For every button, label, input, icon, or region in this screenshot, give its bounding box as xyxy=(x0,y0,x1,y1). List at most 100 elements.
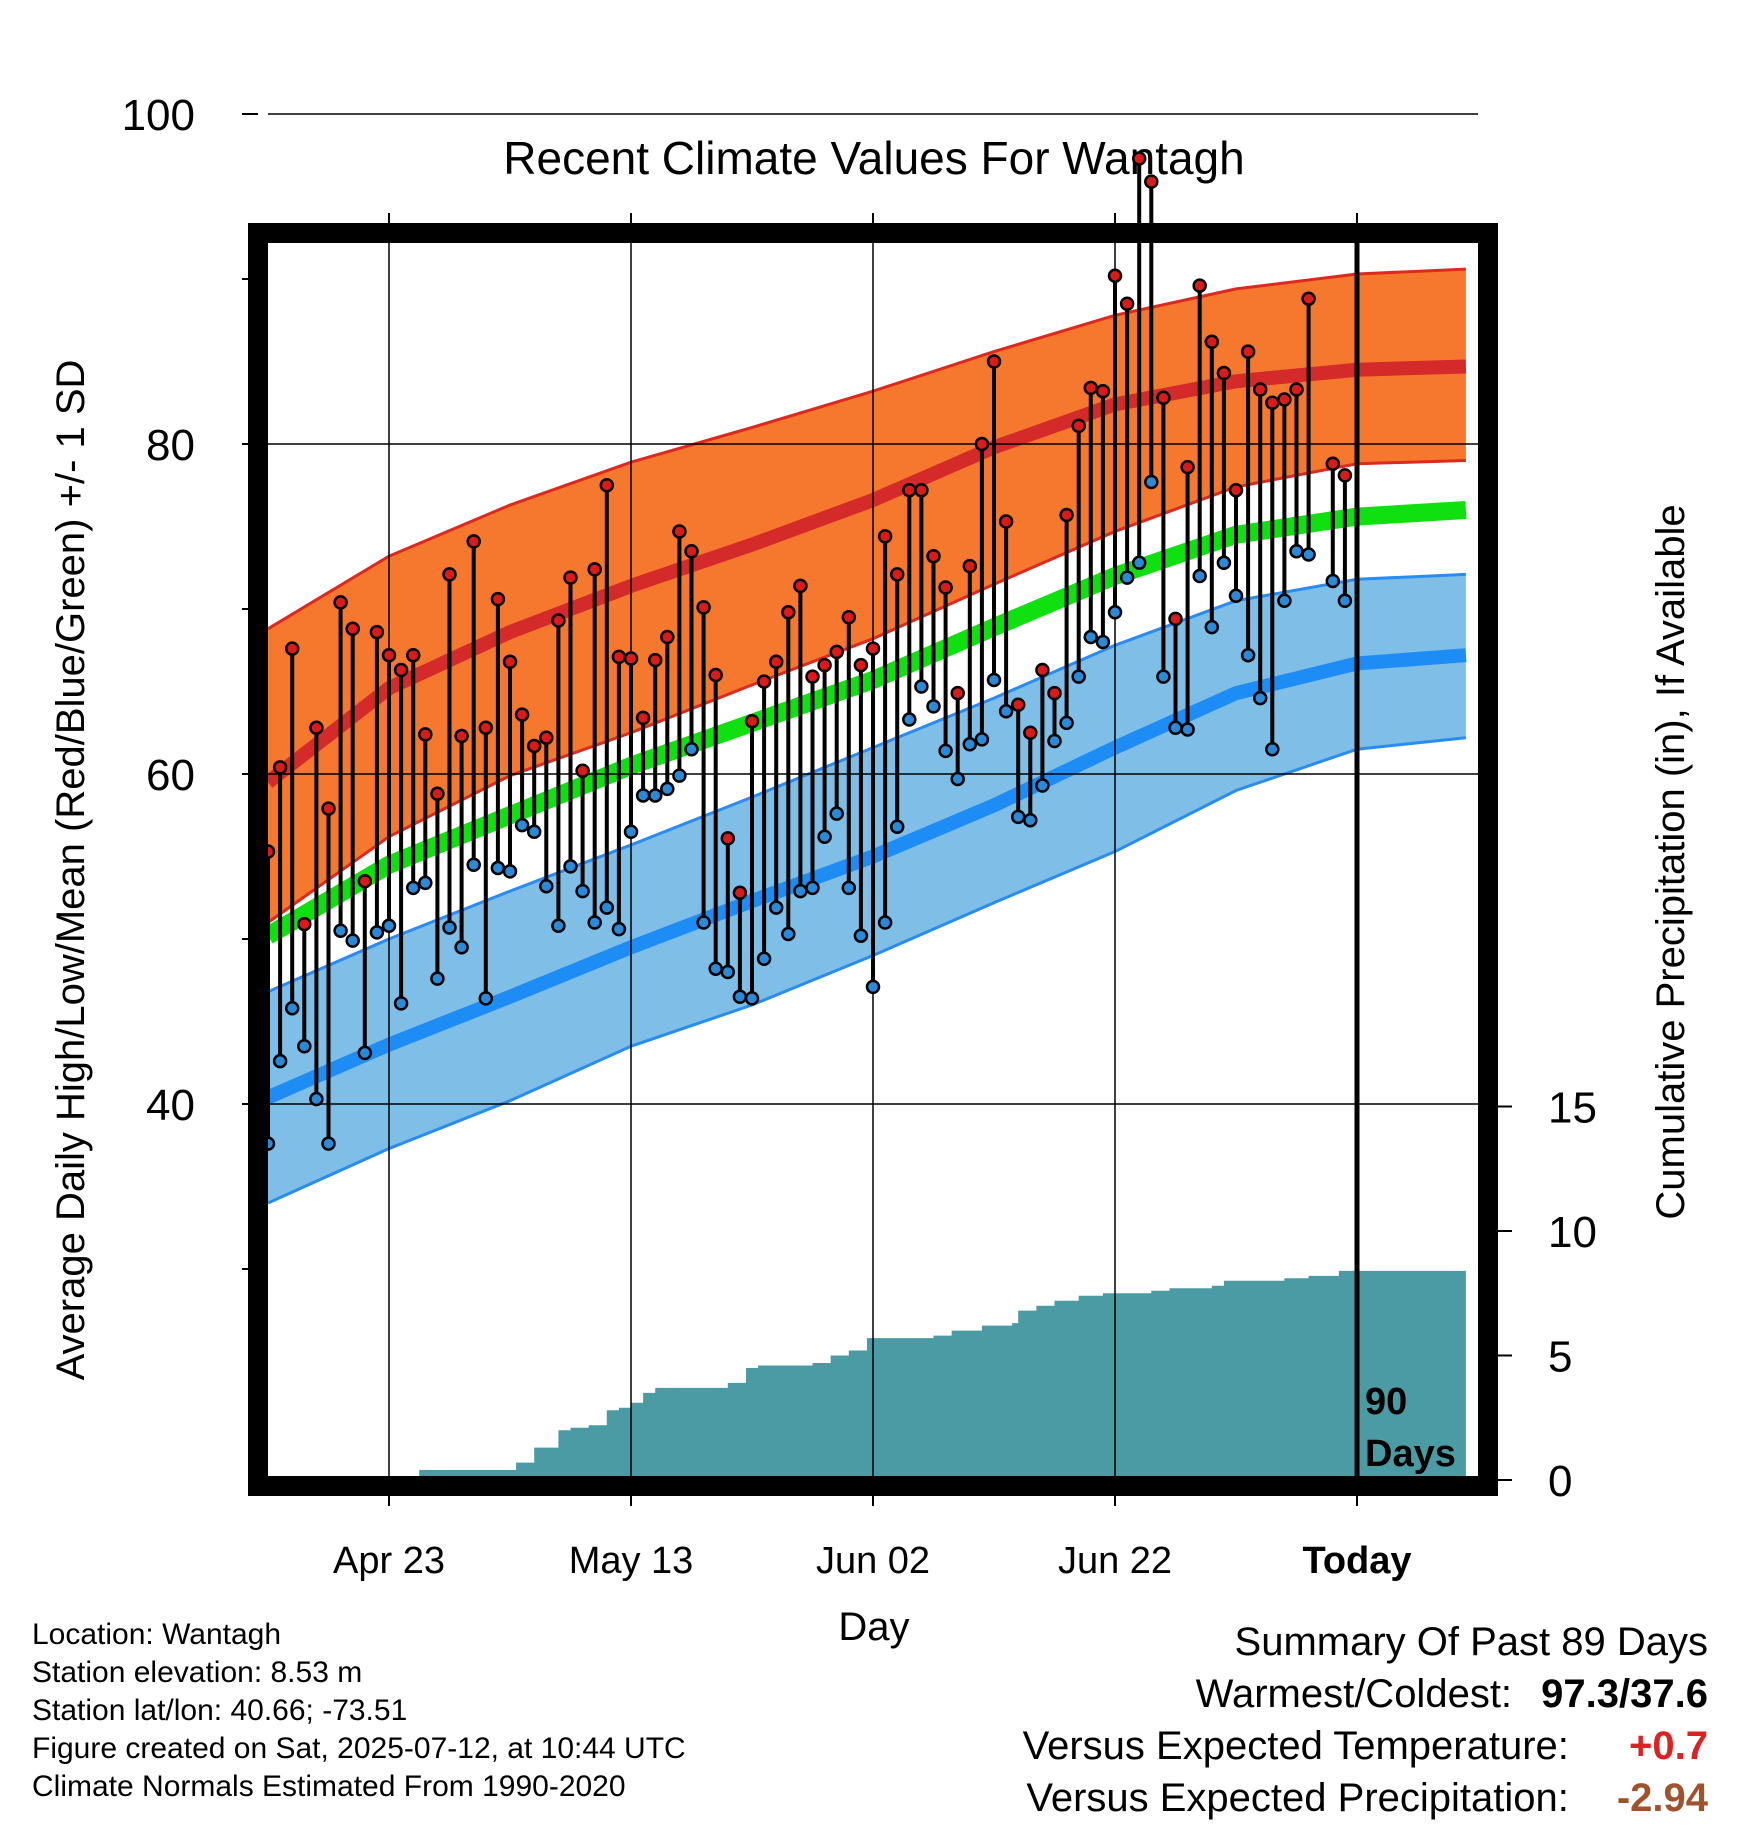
daily-low-point xyxy=(514,817,530,833)
daily-low-point xyxy=(1071,669,1086,684)
y2-tick-label: 15 xyxy=(1548,1084,1597,1133)
daily-high-point xyxy=(1095,383,1111,399)
summary-vs-precip: Versus Expected Precipitation: -2.94 xyxy=(1023,1772,1708,1824)
daily-high-point xyxy=(708,667,723,683)
summary-vs-temp: Versus Expected Temperature: +0.7 xyxy=(1023,1720,1708,1772)
y-tick-label: 100 xyxy=(122,91,195,140)
daily-low-point xyxy=(345,933,360,948)
daily-low-point xyxy=(478,991,494,1006)
daily-low-point xyxy=(357,1045,373,1061)
daily-low-point xyxy=(1144,474,1159,490)
daily-high-point xyxy=(962,558,978,574)
daily-low-point xyxy=(829,806,844,821)
daily-high-point xyxy=(781,605,796,620)
y-tick-label: 60 xyxy=(146,751,195,800)
daily-low-point xyxy=(914,679,929,694)
daily-high-point xyxy=(1156,390,1171,406)
daily-high-point xyxy=(393,662,409,678)
daily-high-point xyxy=(514,707,530,722)
today-days-label: 90 xyxy=(1365,1381,1407,1423)
daily-high-point xyxy=(1240,344,1256,359)
daily-low-point xyxy=(418,875,433,891)
daily-low-point xyxy=(744,991,760,1006)
daily-low-point xyxy=(781,926,796,942)
daily-high-point xyxy=(1192,278,1207,293)
daily-low-point xyxy=(793,883,808,899)
daily-high-point xyxy=(1083,380,1099,396)
daily-high-point xyxy=(926,548,941,564)
daily-low-point xyxy=(1059,715,1074,731)
latlon-text: Station lat/lon: 40.66; -73.51 xyxy=(32,1694,408,1727)
daily-low-point xyxy=(1156,669,1171,684)
daily-low-point xyxy=(1131,555,1147,571)
daily-high-point xyxy=(998,514,1014,529)
daily-low-point xyxy=(1204,619,1220,635)
daily-low-point xyxy=(1180,722,1195,737)
today-days-label: Days xyxy=(1365,1433,1456,1475)
daily-high-point xyxy=(696,600,711,615)
daily-low-point xyxy=(647,788,663,803)
daily-high-point xyxy=(1204,334,1220,349)
daily-high-point xyxy=(1325,456,1341,472)
daily-high-point xyxy=(272,760,288,775)
daily-low-point xyxy=(986,672,1002,688)
daily-high-point xyxy=(1277,392,1292,407)
location-text: Location: Wantagh xyxy=(32,1618,282,1651)
station-info: Location: Wantagh Station elevation: 8.5… xyxy=(32,1616,686,1806)
daily-high-point xyxy=(587,562,602,577)
summary-panel: Summary Of Past 89 Days Warmest/Coldest:… xyxy=(1023,1616,1708,1824)
daily-high-point xyxy=(1035,662,1050,678)
daily-low-point xyxy=(635,788,651,803)
daily-high-point xyxy=(1265,395,1280,410)
daily-low-point xyxy=(454,940,469,955)
daily-low-point xyxy=(1107,605,1123,620)
daily-low-point xyxy=(369,925,385,940)
daily-high-point xyxy=(297,916,312,932)
daily-high-point xyxy=(720,831,736,846)
daily-high-point xyxy=(635,710,651,726)
daily-low-point xyxy=(587,915,602,930)
daily-low-point xyxy=(623,824,639,839)
daily-high-point xyxy=(623,651,639,666)
daily-low-point xyxy=(660,781,675,797)
daily-low-point xyxy=(502,864,518,879)
daily-low-point xyxy=(272,1053,288,1069)
daily-high-point xyxy=(1216,365,1232,381)
daily-high-point xyxy=(902,482,917,498)
daily-low-point xyxy=(938,743,953,759)
daily-high-point xyxy=(1119,296,1135,311)
daily-high-point xyxy=(1010,697,1026,712)
daily-low-point xyxy=(708,961,723,976)
daily-high-point xyxy=(1059,507,1074,523)
daily-high-point xyxy=(732,885,748,901)
daily-low-point xyxy=(309,1091,324,1107)
daily-high-point xyxy=(672,524,687,539)
daily-low-point xyxy=(333,923,348,938)
daily-low-point xyxy=(889,819,905,835)
daily-high-point xyxy=(1131,151,1147,166)
daily-low-point xyxy=(1325,573,1341,589)
daily-high-point xyxy=(563,570,578,585)
vs-precip-label: Versus Expected Precipitation: xyxy=(1026,1776,1569,1820)
daily-high-point xyxy=(793,578,808,594)
y2-tick-label: 0 xyxy=(1548,1457,1572,1506)
daily-high-point xyxy=(369,624,385,640)
daily-low-point xyxy=(1023,812,1038,828)
daily-low-point xyxy=(1010,809,1026,825)
daily-low-point xyxy=(381,918,397,934)
daily-high-point xyxy=(381,647,397,663)
daily-low-point xyxy=(865,979,881,995)
daily-high-point xyxy=(660,629,675,645)
daily-low-point xyxy=(539,878,554,894)
daily-low-point xyxy=(974,732,990,747)
vs-temp-value: +0.7 xyxy=(1629,1724,1708,1768)
elevation-text: Station elevation: 8.53 m xyxy=(32,1656,363,1689)
daily-low-point xyxy=(1047,733,1062,749)
daily-low-point xyxy=(1277,593,1292,608)
daily-high-point xyxy=(914,482,929,498)
daily-low-point xyxy=(768,900,784,915)
daily-high-point xyxy=(986,354,1002,369)
daily-low-point xyxy=(599,900,615,915)
daily-high-point xyxy=(889,567,905,582)
